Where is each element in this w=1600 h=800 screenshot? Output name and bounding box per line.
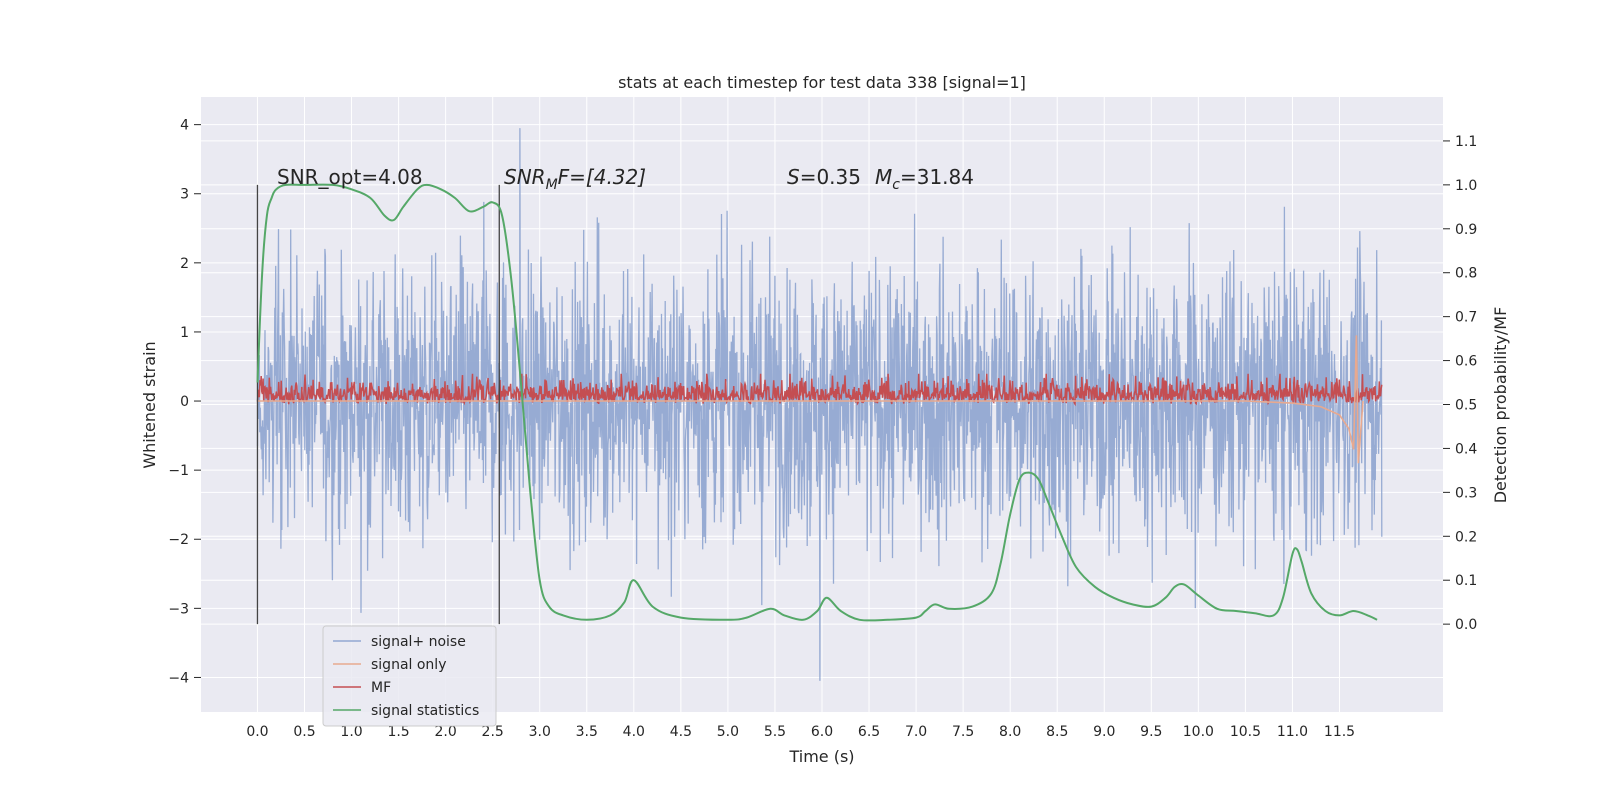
x-tick-label: 0.0 xyxy=(246,724,268,740)
y-right-tick-label: 0.4 xyxy=(1455,441,1477,457)
x-tick-label: 8.5 xyxy=(1046,724,1068,740)
series-signal-only-line xyxy=(257,335,1364,464)
y-right-tick-label: 1.0 xyxy=(1455,178,1477,194)
x-tick-label: 9.5 xyxy=(1140,724,1162,740)
y-right-tick-label: 0.6 xyxy=(1455,354,1477,370)
series-mf xyxy=(256,373,1383,407)
x-tick-label: 7.0 xyxy=(905,724,927,740)
x-tick-label: 6.0 xyxy=(811,724,833,740)
series-mf-line xyxy=(256,373,1383,407)
x-axis-title: Time (s) xyxy=(788,747,854,766)
vertical-markers xyxy=(256,184,500,625)
legend-label-signal-noise: signal+ noise xyxy=(371,634,466,650)
y-right-tick-label: 0.7 xyxy=(1455,310,1477,326)
x-tick-label: 9.0 xyxy=(1093,724,1115,740)
x-tick-label: 8.0 xyxy=(999,724,1021,740)
chart-title: stats at each timestep for test data 338… xyxy=(618,73,1026,92)
legend-box xyxy=(322,625,497,727)
y-left-tick-label: −1 xyxy=(168,463,189,479)
x-tick-label: 4.5 xyxy=(670,724,692,740)
legend-label-mf: MF xyxy=(371,680,391,696)
y-left-tick-label: −2 xyxy=(168,532,189,548)
y-left-tick-label: −4 xyxy=(168,670,189,686)
y-axis-left: −4 −3 −2 −1 0 1 2 3 4 xyxy=(168,118,201,686)
x-tick-label: 5.0 xyxy=(717,724,739,740)
y-left-tick-label: 4 xyxy=(180,118,189,134)
x-tick-label: 4.0 xyxy=(623,724,645,740)
legend-label-signal-statistics: signal statistics xyxy=(371,703,479,719)
x-tick-label: 11.0 xyxy=(1277,724,1308,740)
legend: signal+ noise signal only MF signal stat… xyxy=(322,625,497,727)
legend-label-signal-only: signal only xyxy=(371,657,446,673)
x-tick-label: 6.5 xyxy=(858,724,880,740)
y-left-tick-label: 0 xyxy=(180,394,189,410)
x-tick-label: 1.0 xyxy=(340,724,362,740)
x-axis: 0.0 0.5 1.0 1.5 2.0 2.5 3.0 3.5 4.0 4.5 5.0 5.5 6.0 6… xyxy=(246,724,1355,740)
y-right-tick-label: 0.3 xyxy=(1455,485,1477,501)
x-tick-label: 11.5 xyxy=(1324,724,1355,740)
y-axis-left-title: Whitened strain xyxy=(140,341,159,468)
y-right-tick-label: 0.8 xyxy=(1455,266,1477,282)
y-right-tick-label: 0.9 xyxy=(1455,222,1477,238)
series-signal-noise-line xyxy=(256,128,1383,681)
annotation-snr-opt: SNR_opt=4.08 xyxy=(277,165,423,189)
x-tick-label: 3.5 xyxy=(576,724,598,740)
series-signal-only xyxy=(257,335,1364,464)
x-tick-label: 7.5 xyxy=(952,724,974,740)
y-right-tick-label: 0.0 xyxy=(1455,617,1477,633)
y-right-tick-label: 0.2 xyxy=(1455,529,1477,545)
y-left-tick-label: 3 xyxy=(180,187,189,203)
annotation-snr-mf: SNRMF=[4.32] xyxy=(504,165,646,193)
x-tick-label: 5.5 xyxy=(764,724,786,740)
x-tick-label: 0.5 xyxy=(293,724,315,740)
series-signal-noise xyxy=(256,128,1383,681)
y-right-tick-label: 0.5 xyxy=(1455,398,1477,414)
x-tick-label: 10.0 xyxy=(1183,724,1214,740)
y-right-tick-label: 1.1 xyxy=(1455,134,1477,150)
x-tick-label: 3.0 xyxy=(529,724,551,740)
x-tick-label: 10.5 xyxy=(1230,724,1261,740)
y-axis-right-title: Detection probability/MF xyxy=(1491,307,1510,504)
y-left-tick-label: 1 xyxy=(180,325,189,341)
series-signal-statistics xyxy=(256,183,1378,622)
y-left-tick-label: −3 xyxy=(168,601,189,617)
y-left-tick-label: 2 xyxy=(180,256,189,272)
y-right-tick-label: 0.1 xyxy=(1455,573,1477,589)
x-tick-label: 2.5 xyxy=(482,724,504,740)
annotation-spin-chirp-mass: S=0.35 Mc=31.84 xyxy=(787,165,974,193)
series-signal-statistics-line xyxy=(256,183,1378,622)
x-tick-label: 1.5 xyxy=(387,724,409,740)
y-axis-right: 0.0 0.1 0.2 0.3 0.4 0.5 0.6 0.7 0.8 0.9 1.0 1.1 xyxy=(1443,134,1477,633)
x-tick-label: 2.0 xyxy=(435,724,457,740)
